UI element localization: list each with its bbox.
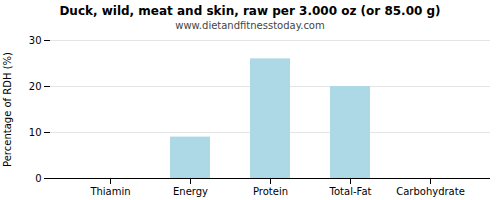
svg-text:0: 0 (35, 173, 41, 184)
svg-text:Total-Fat: Total-Fat (329, 186, 372, 197)
svg-text:20: 20 (29, 81, 42, 92)
html-text:www.dietandfitnesstoday.com: www.dietandfitnesstoday.com (175, 20, 325, 31)
svg-text:Protein: Protein (253, 186, 288, 197)
svg-text:10: 10 (29, 127, 42, 138)
svg-text:Percentage of RDH (%): Percentage of RDH (%) (2, 52, 13, 167)
svg-text:Energy: Energy (173, 186, 208, 197)
svg-text:30: 30 (29, 35, 42, 46)
svg-text:Carbohydrate: Carbohydrate (396, 186, 465, 197)
svg-text:Thiamin: Thiamin (89, 186, 130, 197)
html-text:Duck, wild, meat and skin, raw: Duck, wild, meat and skin, raw per 3.000… (59, 4, 441, 18)
